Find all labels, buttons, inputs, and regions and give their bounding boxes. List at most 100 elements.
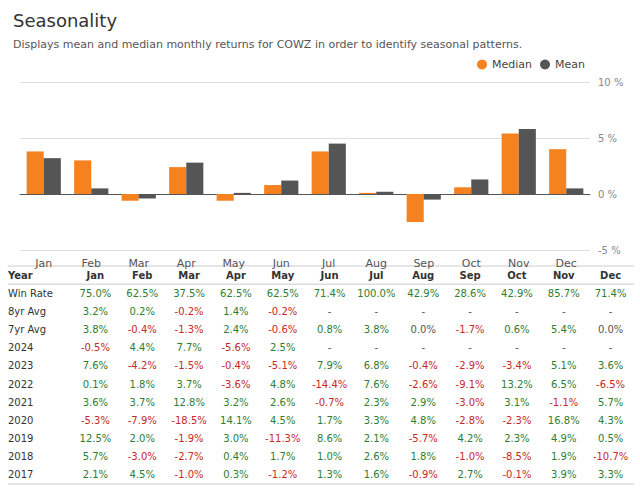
svg-text:100.0%: 100.0% — [357, 288, 395, 299]
svg-text:-9.1%: -9.1% — [456, 379, 485, 390]
svg-text:-1.2%: -1.2% — [268, 469, 297, 480]
svg-text:-2.7%: -2.7% — [175, 451, 204, 462]
svg-text:-5.1%: -5.1% — [268, 360, 297, 371]
svg-text:8yr Avg: 8yr Avg — [8, 306, 46, 317]
svg-text:Nov: Nov — [508, 257, 530, 270]
svg-text:2.1%: 2.1% — [364, 433, 389, 444]
svg-text:0.2%: 0.2% — [130, 306, 155, 317]
svg-text:-2.8%: -2.8% — [456, 415, 485, 426]
svg-text:62.5%: 62.5% — [267, 288, 299, 299]
svg-text:71.4%: 71.4% — [595, 288, 627, 299]
svg-text:0.4%: 0.4% — [223, 451, 248, 462]
svg-text:7yr Avg: 7yr Avg — [8, 324, 46, 335]
svg-text:62.5%: 62.5% — [126, 288, 158, 299]
svg-text:Jan: Jan — [86, 270, 105, 281]
svg-text:2.6%: 2.6% — [270, 397, 295, 408]
svg-text:2.9%: 2.9% — [411, 397, 436, 408]
svg-text:-3.6%: -3.6% — [221, 379, 250, 390]
svg-text:8.6%: 8.6% — [317, 433, 342, 444]
svg-text:3.3%: 3.3% — [598, 469, 623, 480]
svg-text:14.1%: 14.1% — [220, 415, 252, 426]
svg-text:0.6%: 0.6% — [504, 324, 529, 335]
svg-text:0.0%: 0.0% — [598, 324, 623, 335]
svg-text:-1.0%: -1.0% — [456, 451, 485, 462]
svg-text:3.8%: 3.8% — [364, 324, 389, 335]
svg-text:1.6%: 1.6% — [364, 469, 389, 480]
svg-text:-10.7%: -10.7% — [593, 451, 628, 462]
svg-text:-: - — [515, 342, 519, 353]
svg-text:Sep: Sep — [413, 257, 434, 270]
svg-text:-1.9%: -1.9% — [175, 433, 204, 444]
svg-text:Jan: Jan — [34, 257, 52, 270]
svg-text:4.8%: 4.8% — [270, 379, 295, 390]
svg-text:1.7%: 1.7% — [270, 451, 295, 462]
svg-text:Feb: Feb — [82, 257, 101, 270]
svg-text:16.8%: 16.8% — [548, 415, 580, 426]
svg-text:-1.1%: -1.1% — [549, 397, 578, 408]
svg-text:2020: 2020 — [8, 415, 33, 426]
svg-text:3.1%: 3.1% — [504, 397, 529, 408]
svg-text:-14.4%: -14.4% — [312, 379, 347, 390]
svg-text:3.9%: 3.9% — [551, 469, 576, 480]
svg-text:-1.3%: -1.3% — [175, 324, 204, 335]
svg-text:0.5%: 0.5% — [598, 433, 623, 444]
svg-text:-0.2%: -0.2% — [175, 306, 204, 317]
svg-text:-3.0%: -3.0% — [128, 451, 157, 462]
svg-text:-0.4%: -0.4% — [221, 360, 250, 371]
svg-text:Feb: Feb — [132, 270, 152, 281]
svg-text:6.8%: 6.8% — [364, 360, 389, 371]
svg-text:2.3%: 2.3% — [364, 397, 389, 408]
svg-text:-: - — [421, 306, 425, 317]
svg-text:3.6%: 3.6% — [83, 397, 108, 408]
svg-text:1.0%: 1.0% — [317, 451, 342, 462]
svg-text:-: - — [609, 306, 613, 317]
svg-text:Jul: Jul — [368, 270, 383, 281]
svg-text:1.9%: 1.9% — [551, 451, 576, 462]
svg-text:2021: 2021 — [8, 397, 33, 408]
svg-text:4.2%: 4.2% — [457, 433, 482, 444]
svg-text:Aug: Aug — [366, 257, 387, 270]
svg-text:-0.1%: -0.1% — [502, 469, 531, 480]
svg-text:0.1%: 0.1% — [83, 379, 108, 390]
svg-text:10 %: 10 % — [598, 77, 623, 88]
svg-text:0.0%: 0.0% — [411, 324, 436, 335]
svg-text:-3.0%: -3.0% — [456, 397, 485, 408]
svg-text:-6.5%: -6.5% — [596, 379, 625, 390]
svg-text:2019: 2019 — [8, 433, 33, 444]
svg-text:Seasonality: Seasonality — [13, 10, 117, 31]
svg-text:-1.7%: -1.7% — [456, 324, 485, 335]
svg-text:3.6%: 3.6% — [598, 360, 623, 371]
svg-text:Oct: Oct — [507, 270, 526, 281]
svg-text:-4.2%: -4.2% — [128, 360, 157, 371]
svg-text:2024: 2024 — [8, 342, 33, 353]
svg-text:-8.5%: -8.5% — [502, 451, 531, 462]
svg-text:-2.6%: -2.6% — [409, 379, 438, 390]
svg-text:-0.4%: -0.4% — [409, 360, 438, 371]
svg-text:-: - — [468, 306, 472, 317]
svg-text:Displays mean and median month: Displays mean and median monthly returns… — [13, 38, 522, 51]
svg-text:2.0%: 2.0% — [130, 433, 155, 444]
svg-text:2.6%: 2.6% — [364, 451, 389, 462]
svg-text:1.3%: 1.3% — [317, 469, 342, 480]
svg-text:2017: 2017 — [8, 469, 33, 480]
svg-text:Nov: Nov — [553, 270, 575, 281]
svg-text:4.8%: 4.8% — [411, 415, 436, 426]
svg-text:-: - — [328, 306, 332, 317]
svg-text:Oct: Oct — [462, 257, 482, 270]
svg-text:12.5%: 12.5% — [80, 433, 112, 444]
svg-text:-: - — [609, 342, 613, 353]
svg-text:42.9%: 42.9% — [407, 288, 439, 299]
svg-text:-5.6%: -5.6% — [221, 342, 250, 353]
svg-text:-1.0%: -1.0% — [175, 469, 204, 480]
svg-text:Jul: Jul — [321, 257, 335, 270]
svg-text:3.2%: 3.2% — [83, 306, 108, 317]
svg-text:Dec: Dec — [600, 270, 621, 281]
svg-text:5.7%: 5.7% — [598, 397, 623, 408]
svg-text:28.6%: 28.6% — [454, 288, 486, 299]
svg-text:-18.5%: -18.5% — [171, 415, 206, 426]
svg-text:Apr: Apr — [177, 257, 197, 270]
svg-text:6.5%: 6.5% — [551, 379, 576, 390]
svg-text:3.8%: 3.8% — [83, 324, 108, 335]
svg-text:7.7%: 7.7% — [176, 342, 201, 353]
svg-text:5.4%: 5.4% — [551, 324, 576, 335]
